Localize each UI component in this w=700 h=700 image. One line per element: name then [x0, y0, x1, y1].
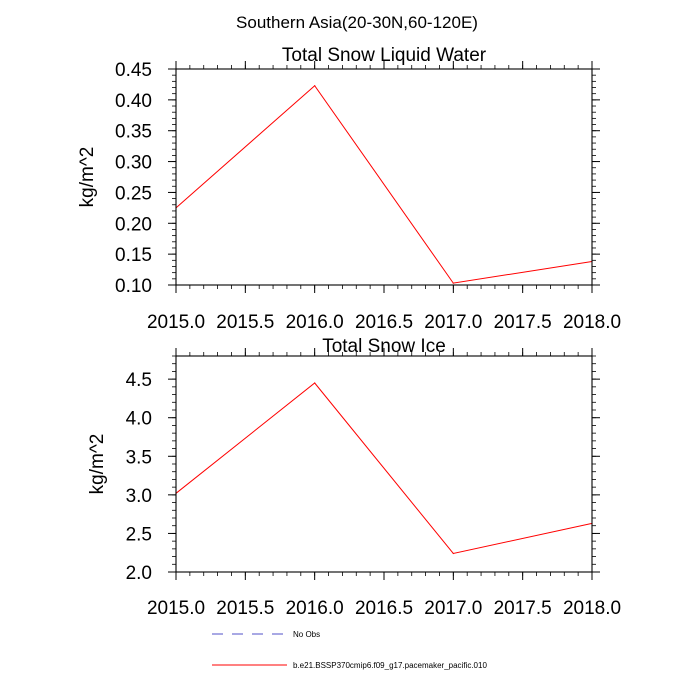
x-tick-label: 2016.0 [286, 598, 344, 619]
y-tick-label: 3.0 [126, 486, 152, 507]
chart-title: Total Snow Liquid Water [282, 45, 487, 66]
plot-frame [175, 68, 593, 286]
panel-snow-liquid-water: Total Snow Liquid Water kg/m^2 2015.0 2015.… [77, 45, 621, 333]
x-tick-label: 2015.0 [147, 312, 205, 333]
y-tick-label: 0.40 [115, 91, 152, 112]
series-line [175, 84, 593, 284]
panel-snow-ice: Total Snow Ice kg/m^2 2015.0 2015.5 2016.0 20… [87, 336, 621, 619]
x-tick-label: 2016.0 [286, 312, 344, 333]
y-tick-label: 0.25 [115, 183, 152, 204]
y-tick-label: 0.20 [115, 214, 152, 235]
x-tick-label: 2017.5 [494, 312, 552, 333]
x-tick-label: 2017.5 [494, 598, 552, 619]
y-tick-label: 2.0 [126, 563, 152, 584]
data-point [452, 552, 454, 555]
y-tick-label: 3.5 [126, 447, 152, 468]
y-tick-label: 0.45 [115, 60, 152, 81]
y-tick-label: 2.5 [126, 524, 152, 545]
x-tick-label: 2018.0 [563, 312, 621, 333]
chart-title: Total Snow Ice [322, 336, 446, 357]
x-tick-label: 2016.5 [355, 598, 413, 619]
plot-frame [175, 355, 593, 573]
series-line [175, 382, 593, 555]
data-point [314, 382, 316, 384]
y-tick-label: 0.35 [115, 122, 152, 143]
x-tick-label: 2015.5 [216, 312, 274, 333]
y-axis-label: kg/m^2 [87, 434, 108, 495]
legend-label-model: b.e21.BSSP370cmip6.f09_g17.pacemaker_pac… [293, 661, 487, 670]
y-axis-label: kg/m^2 [77, 147, 98, 208]
x-tick-label: 2017.0 [424, 312, 482, 333]
legend: No Obs b.e21.BSSP370cmip6.f09_g17.pacema… [212, 630, 487, 670]
data-point [314, 85, 316, 87]
x-tick-label: 2015.0 [147, 598, 205, 619]
y-tick-label: 0.10 [115, 276, 152, 297]
y-tick-label: 0.15 [115, 245, 152, 266]
x-tick-label: 2018.0 [563, 598, 621, 619]
x-tick-label: 2016.5 [355, 312, 413, 333]
y-tick-label: 4.5 [126, 370, 152, 391]
y-tick-label: 4.0 [126, 409, 152, 430]
data-point [452, 282, 454, 284]
x-tick-label: 2017.0 [424, 598, 482, 619]
y-tick-label: 0.30 [115, 153, 152, 174]
x-tick-label: 2015.5 [216, 598, 274, 619]
legend-label-no-obs: No Obs [293, 630, 320, 639]
figure-suptitle: Southern Asia(20-30N,60-120E) [236, 13, 478, 32]
